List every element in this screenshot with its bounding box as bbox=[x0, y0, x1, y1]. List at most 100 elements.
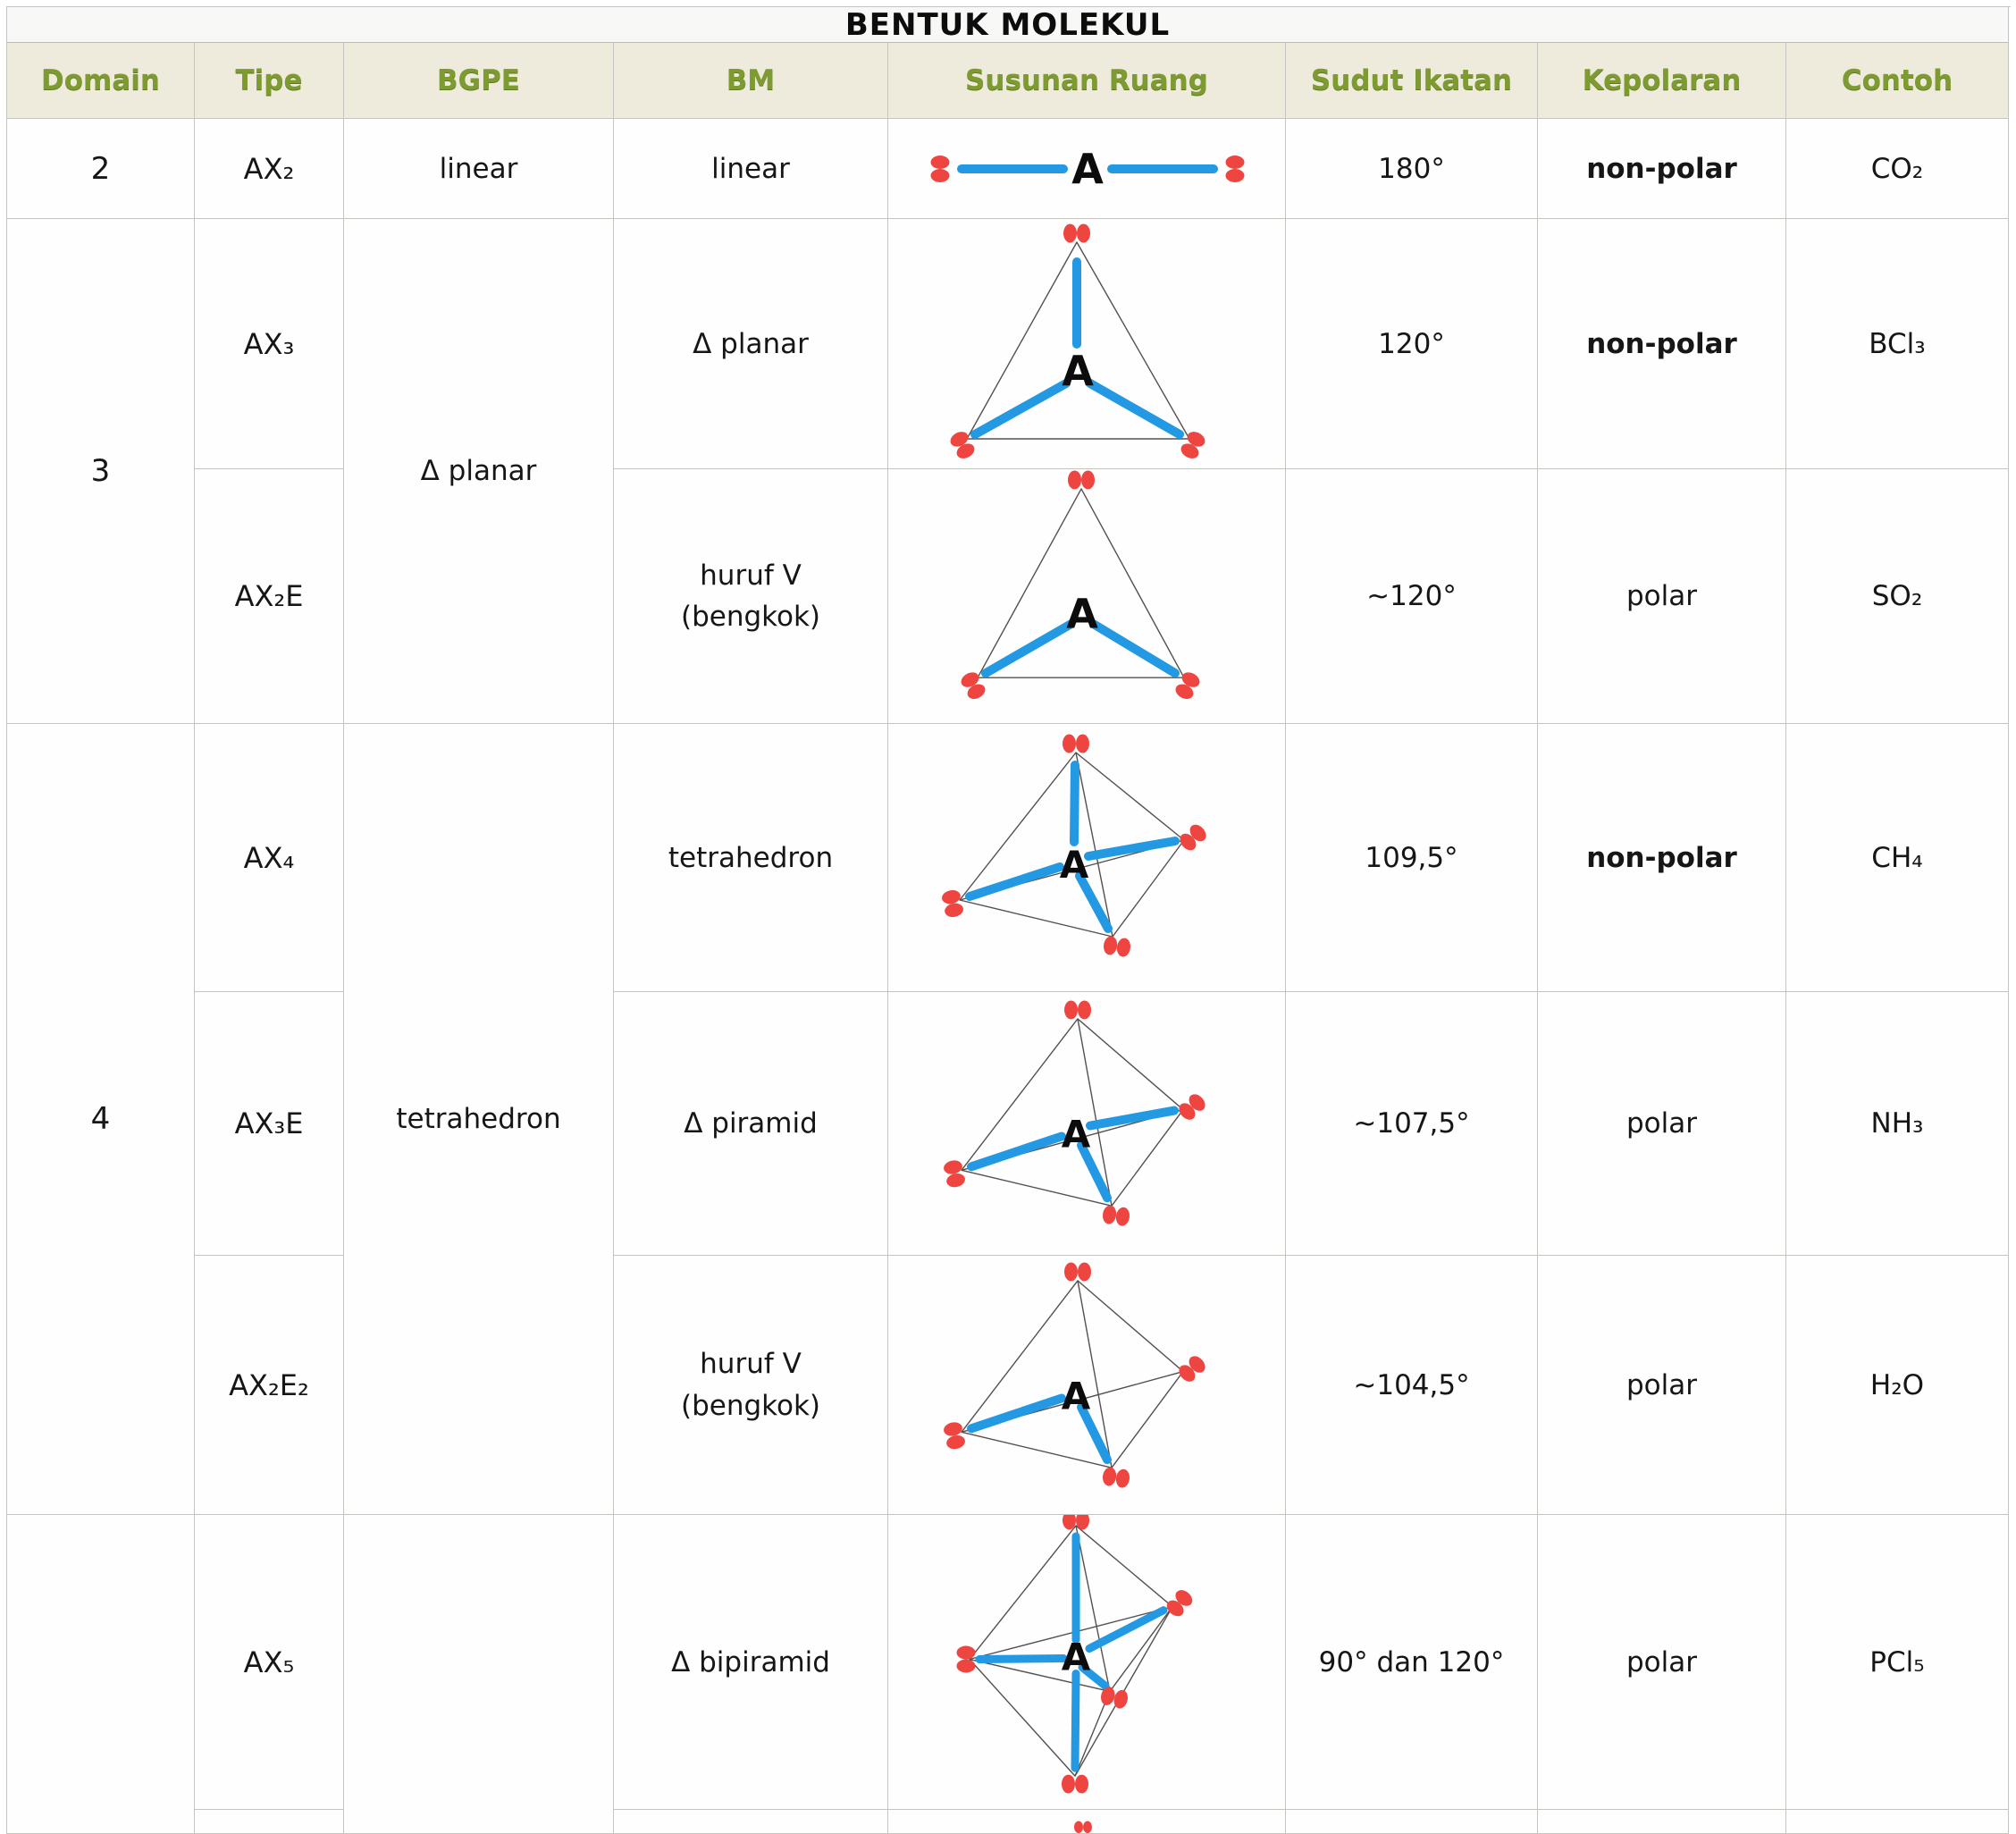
susunan-ruang-cell: A bbox=[888, 1256, 1286, 1515]
center-atom-label: A bbox=[1062, 1374, 1091, 1418]
bgpe-value bbox=[344, 1515, 614, 1834]
susunan-ruang-cell: A bbox=[888, 992, 1286, 1256]
lone-pair bbox=[1063, 734, 1089, 753]
sudut-ikatan-value: ~120° bbox=[1286, 469, 1538, 724]
tipe-value: AX₄ bbox=[195, 724, 344, 992]
col-header-contoh: Contoh bbox=[1786, 43, 2009, 119]
kepolaran-value: non-polar bbox=[1538, 219, 1786, 469]
lone-pair bbox=[1175, 1090, 1209, 1123]
lone-pair bbox=[930, 156, 950, 182]
tipe-value: AX₂E₂ bbox=[195, 1256, 344, 1515]
linear-diagram: A bbox=[930, 145, 1245, 193]
susunan-ruang-cell: A bbox=[888, 1515, 1286, 1810]
contoh-value bbox=[1786, 1810, 2009, 1834]
tipe-value: AX₃E bbox=[195, 992, 344, 1256]
lone-pair bbox=[1062, 1774, 1088, 1794]
lone-pair bbox=[1225, 156, 1245, 182]
lone-pair bbox=[1101, 1466, 1131, 1489]
center-atom-label: A bbox=[1062, 1112, 1091, 1156]
bm-value: huruf V (bengkok) bbox=[614, 1256, 888, 1515]
susunan-ruang-cell: A bbox=[888, 219, 1286, 469]
center-atom-label: A bbox=[1060, 843, 1089, 887]
col-header-bm: BM bbox=[614, 43, 888, 119]
lone-pair bbox=[940, 888, 965, 919]
kepolaran-value: non-polar bbox=[1538, 119, 1786, 219]
center-atom-label: A bbox=[1062, 347, 1094, 395]
trigonal-bipyramid-diagram: A bbox=[956, 1515, 1196, 1794]
bm-line1: huruf V bbox=[700, 1348, 802, 1380]
partial-next-diagram bbox=[1074, 1821, 1092, 1833]
sudut-ikatan-value: 90° dan 120° bbox=[1286, 1515, 1538, 1810]
lone-pair bbox=[1102, 935, 1132, 958]
domain-value bbox=[7, 1515, 195, 1834]
susunan-ruang-cell bbox=[888, 1810, 1286, 1834]
kepolaran-value bbox=[1538, 1810, 1786, 1834]
bm-value bbox=[614, 1810, 888, 1834]
lone-pair bbox=[1064, 1000, 1091, 1020]
sudut-ikatan-value: ~107,5° bbox=[1286, 992, 1538, 1256]
bm-line1: huruf V bbox=[700, 559, 802, 592]
col-header-bgpe: BGPE bbox=[344, 43, 614, 119]
trigonal-planar-diagram: A bbox=[947, 223, 1208, 462]
bm-value: Δ piramid bbox=[614, 992, 888, 1256]
tipe-value bbox=[195, 1810, 344, 1834]
kepolaran-value: polar bbox=[1538, 1515, 1786, 1810]
page-title: BENTUK MOLEKUL bbox=[844, 6, 1171, 43]
bm-value: tetrahedron bbox=[614, 724, 888, 992]
bgpe-value: tetrahedron bbox=[344, 724, 614, 1515]
col-header-sudut-ikatan: Sudut Ikatan bbox=[1286, 43, 1538, 119]
sudut-ikatan-value: 109,5° bbox=[1286, 724, 1538, 992]
bm-value: Δ bipiramid bbox=[614, 1515, 888, 1810]
col-header-tipe: Tipe bbox=[195, 43, 344, 119]
contoh-value: NH₃ bbox=[1786, 992, 2009, 1256]
kepolaran-value: polar bbox=[1538, 992, 1786, 1256]
lone-pair bbox=[1175, 1352, 1209, 1385]
tipe-value: AX₂ bbox=[195, 119, 344, 219]
lone-pair bbox=[1063, 223, 1090, 243]
lone-pair bbox=[1064, 1262, 1091, 1282]
susunan-ruang-cell: A bbox=[888, 469, 1286, 724]
domain-value: 3 bbox=[7, 219, 195, 724]
contoh-value: H₂O bbox=[1786, 1256, 2009, 1515]
center-atom-label: A bbox=[1062, 1636, 1091, 1679]
center-atom-label: A bbox=[1071, 145, 1104, 193]
bent-tetrahedral-diagram: A bbox=[942, 1262, 1209, 1489]
bm-line2: (bengkok) bbox=[680, 601, 821, 633]
lone-pair bbox=[956, 1645, 976, 1673]
lone-pair bbox=[1068, 470, 1095, 490]
molecule-shape-table: BENTUK MOLEKUL Domain Tipe BGPE BM Susun… bbox=[6, 6, 2011, 1834]
col-header-susunan-ruang: Susunan Ruang bbox=[888, 43, 1286, 119]
tetrahedron-diagram: A bbox=[940, 734, 1210, 958]
bm-value: linear bbox=[614, 119, 888, 219]
lone-pair bbox=[1074, 1821, 1092, 1833]
lone-pair bbox=[942, 1420, 967, 1451]
sudut-ikatan-value bbox=[1286, 1810, 1538, 1834]
table-title-bar: BENTUK MOLEKUL bbox=[7, 7, 2009, 43]
contoh-value: SO₂ bbox=[1786, 469, 2009, 724]
contoh-value: PCl₅ bbox=[1786, 1515, 2009, 1810]
sudut-ikatan-value: 120° bbox=[1286, 219, 1538, 469]
bm-value: Δ planar bbox=[614, 219, 888, 469]
center-atom-label: A bbox=[1066, 589, 1098, 637]
lone-pair bbox=[942, 1158, 967, 1190]
kepolaran-value: non-polar bbox=[1538, 724, 1786, 992]
contoh-value: BCl₃ bbox=[1786, 219, 2009, 469]
contoh-value: CH₄ bbox=[1786, 724, 2009, 992]
bgpe-value: Δ planar bbox=[344, 219, 614, 724]
domain-value: 4 bbox=[7, 724, 195, 1515]
lone-pair bbox=[1176, 821, 1210, 854]
bm-value: huruf V (bengkok) bbox=[614, 469, 888, 724]
sudut-ikatan-value: 180° bbox=[1286, 119, 1538, 219]
bm-line2: (bengkok) bbox=[680, 1389, 821, 1422]
bent-trigonal-diagram: A bbox=[958, 470, 1203, 702]
tipe-value: AX₂E bbox=[195, 469, 344, 724]
domain-value: 2 bbox=[7, 119, 195, 219]
trigonal-pyramid-diagram: A bbox=[942, 1000, 1209, 1227]
col-header-kepolaran: Kepolaran bbox=[1538, 43, 1786, 119]
bgpe-value: linear bbox=[344, 119, 614, 219]
col-header-domain: Domain bbox=[7, 43, 195, 119]
contoh-value: CO₂ bbox=[1786, 119, 2009, 219]
susunan-ruang-cell: A bbox=[888, 724, 1286, 992]
lone-pair bbox=[1101, 1204, 1131, 1227]
tipe-value: AX₅ bbox=[195, 1515, 344, 1810]
